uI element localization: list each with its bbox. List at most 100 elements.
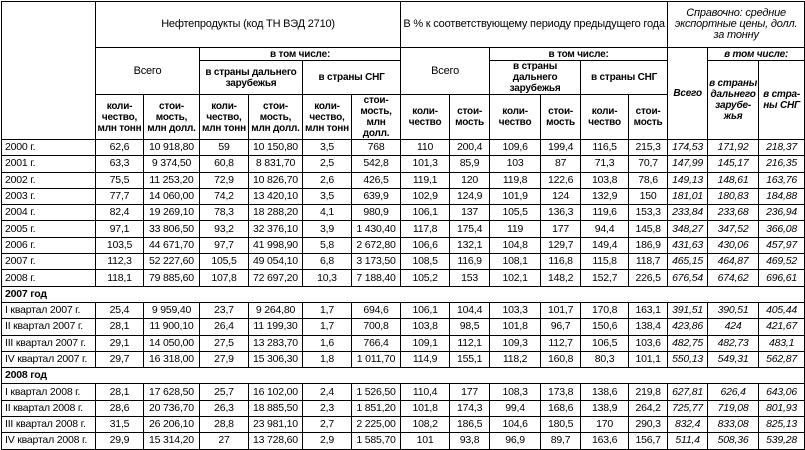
table-cell: 16 102,00 [248,383,303,401]
table-cell: 694,6 [350,301,402,320]
table-cell: 112,3 [95,253,144,271]
val-unit-header: стои-мость, млн долл. [350,94,402,140]
table-cell: 719,08 [707,399,760,418]
table-cell: 768 [350,138,402,157]
table-cell: 104,4 [449,301,491,320]
table-cell: 405,44 [758,301,805,320]
table-row: IV квартал 2008 г. 29,9 15 314,20 27 13 728,… [1,432,805,450]
table-cell: 483,1 [758,334,805,352]
far-abroad-header: в страны дальнего зарубежья [199,60,303,95]
table-cell: 138,6 [580,383,630,401]
table-cell: 89,7 [540,432,582,450]
table-cell: 508,36 [707,432,760,450]
table-cell: 138,9 [580,399,630,418]
table-cell: 119,8 [489,171,542,189]
table-cell: 347,52 [707,220,760,238]
qty-pct-header: коли-чество [489,94,542,140]
corner-cell [1,1,96,140]
table-cell: 103,3 [489,301,542,320]
row-label: 2007 г. [1,253,96,271]
table-cell: 833,08 [707,416,760,434]
table-cell: 103,6 [628,334,669,352]
table-cell: 41 998,90 [248,236,303,255]
table-cell: 112,1 [449,334,491,352]
table-cell: 549,31 [707,350,760,369]
table-cell: 136,3 [540,204,582,222]
table-cell: 103 [489,155,542,173]
table-cell: 700,8 [350,318,402,336]
table-cell: 980,9 [350,204,402,222]
row-label: 2005 г. [1,220,96,238]
table-cell: 114,9 [400,350,451,369]
table-cell: 19 269,10 [143,204,200,222]
qty-pct-header: коли-чество [580,94,630,140]
table-cell: 102,9 [400,187,451,206]
table-cell: 13 728,60 [248,432,303,450]
table-cell: 482,75 [667,334,709,352]
table-cell: 49 054,10 [248,253,303,271]
table-cell: 5,8 [302,236,352,255]
val-unit-header: стои-мость, млн долл. [248,94,303,140]
table-cell: 674,62 [707,269,760,287]
table-cell: 106,1 [400,301,451,320]
table-cell: 27 [199,432,249,450]
table-cell: 78,6 [628,171,669,189]
table-cell: 137 [449,204,491,222]
table-cell: 101 [400,432,451,450]
total-header: Всего [95,47,200,95]
table-cell: 184,88 [758,187,805,206]
table-cell: 170 [580,416,630,434]
pct-total-header: Всего [400,47,491,95]
table-cell: 16 318,00 [143,350,200,369]
table-cell: 60,8 [199,155,249,173]
table-cell: 149,13 [667,171,709,189]
table-cell: 109,3 [489,334,542,352]
table-cell: 626,4 [707,383,760,401]
val-unit-header: стои-мость, млн долл. [143,94,200,140]
table-cell: 124 [540,187,582,206]
table-cell: 511,4 [667,432,709,450]
table-cell: 93,2 [199,220,249,238]
cis-header: в страны СНГ [301,60,402,95]
table-cell: 163,1 [628,301,669,320]
table-cell: 1 526,50 [350,383,402,401]
table-cell: 766,4 [350,334,402,352]
table-cell: 391,51 [667,301,709,320]
table-cell: 14 050,00 [143,334,200,352]
table-cell: 148,2 [540,269,582,287]
row-label: 2001 г. [1,155,96,173]
table-cell: 108,1 [489,253,542,271]
table-cell: 102,1 [489,269,542,287]
table-cell: 108,5 [400,253,451,271]
table-cell: 2,9 [302,432,352,450]
table-cell: 233,68 [707,204,760,222]
table-cell: 156,7 [628,432,669,450]
table-cell: 101,3 [400,155,451,173]
table-cell: 109,1 [400,334,451,352]
val-pct-header: стои-мость [628,94,669,140]
table-header: Нефтепродукты (код ТН ВЭД 2710) В % к со… [1,1,805,140]
table-cell: 120 [449,171,491,189]
table-cell: 25,4 [95,301,144,320]
table-cell: 110,4 [400,383,451,401]
row-label: II квартал 2007 г. [1,318,96,336]
table-cell: 2 225,00 [350,416,402,434]
table-cell: 2,7 [302,416,352,434]
table-cell: 99,4 [489,399,542,418]
qty-pct-header: коли-чество [400,94,451,140]
table-cell: 104,8 [489,236,542,255]
table-cell: 85,9 [449,155,491,173]
table-cell: 186,5 [449,416,491,434]
table-cell: 13 283,70 [248,334,303,352]
table-cell: 6,8 [302,253,352,271]
table-cell: 132,9 [580,187,630,206]
table-row: 2005 г. 97,1 33 806,50 93,2 32 376,10 3,9 1 43… [1,220,805,238]
ref-far-abroad-header: в страны дальнего зарубе-жья [707,60,760,140]
table-cell: 696,61 [758,269,805,287]
table-cell: 72,9 [199,171,249,189]
table-cell: 97,1 [95,220,144,238]
pct-cis-header: в страны СНГ [580,60,669,95]
table-cell: 101,8 [400,399,451,418]
main-title: Нефтепродукты (код ТН ВЭД 2710) [94,1,402,48]
table-cell: 150 [628,187,669,206]
